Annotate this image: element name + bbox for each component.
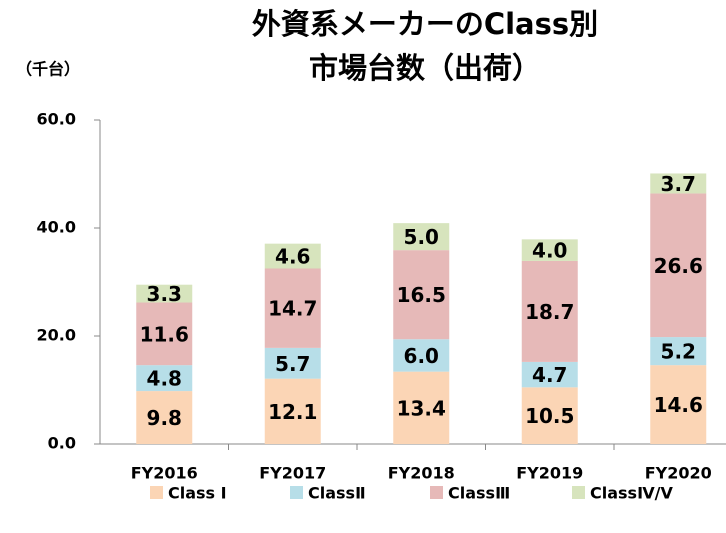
- data-label: 4.8: [147, 367, 182, 391]
- bar-segment: [136, 391, 193, 444]
- y-tick-label: 40.0: [37, 218, 76, 237]
- x-tick-label: FY2016: [131, 464, 198, 483]
- legend-swatch: [150, 486, 163, 499]
- data-label: 5.7: [275, 352, 310, 376]
- data-label: 4.6: [275, 245, 310, 269]
- data-label: 3.3: [147, 282, 182, 306]
- data-label: 10.5: [525, 404, 574, 428]
- data-label: 14.6: [654, 393, 703, 417]
- data-label: 5.2: [661, 340, 696, 364]
- y-tick-label: 60.0: [37, 110, 76, 129]
- legend-swatch: [290, 486, 303, 499]
- bar-segment: [393, 339, 450, 372]
- x-tick-label: FY2019: [516, 464, 583, 483]
- legend-label: ClassⅢ: [448, 484, 510, 503]
- data-label: 16.5: [397, 283, 446, 307]
- y-tick-label: 0.0: [48, 434, 76, 453]
- bar-segment: [521, 239, 578, 261]
- bar-segment: [264, 378, 321, 444]
- data-label: 4.7: [532, 363, 567, 387]
- y-axis-label: （千台）: [16, 60, 80, 79]
- data-label: 12.1: [268, 400, 317, 424]
- data-label: 6.0: [404, 344, 439, 368]
- bar-segment: [136, 365, 193, 392]
- data-label: 14.7: [268, 297, 317, 321]
- x-tick-label: FY2018: [388, 464, 455, 483]
- data-label: 4.0: [532, 239, 567, 263]
- bar-segment: [393, 223, 450, 251]
- bar-segment: [521, 260, 578, 362]
- legend-label: Class Ⅰ: [168, 484, 227, 503]
- legend-swatch: [572, 486, 585, 499]
- bar-segment: [650, 337, 707, 366]
- bar-segment: [136, 284, 193, 303]
- bar-segment: [521, 361, 578, 388]
- x-tick-label: FY2017: [259, 464, 326, 483]
- bar-segment: [650, 193, 707, 338]
- legend-label: ClassⅡ: [308, 484, 366, 503]
- data-label: 5.0: [404, 225, 439, 249]
- data-label: 18.7: [525, 300, 574, 324]
- data-label: 26.6: [654, 254, 703, 278]
- bar-segment: [393, 371, 450, 444]
- legend-swatch: [430, 486, 443, 499]
- bar-segment: [521, 387, 578, 444]
- y-tick-label: 20.0: [37, 326, 76, 345]
- data-label: 3.7: [661, 172, 696, 196]
- x-tick-label: FY2020: [645, 464, 712, 483]
- bar-segment: [264, 347, 321, 379]
- data-label: 13.4: [397, 396, 446, 420]
- bar-segment: [650, 365, 707, 444]
- chart-title: 外資系メーカーのClass別: [252, 7, 598, 41]
- data-label: 9.8: [147, 406, 182, 430]
- bar-segment: [136, 302, 193, 366]
- bar-segment: [264, 268, 321, 348]
- bar-segment: [650, 173, 707, 194]
- chart-title: 市場台数（出荷）: [309, 51, 541, 85]
- legend-label: ClassⅣ/Ⅴ: [590, 484, 673, 503]
- bar-segment: [393, 250, 450, 340]
- bar-segment: [264, 243, 321, 269]
- data-label: 11.6: [140, 322, 189, 346]
